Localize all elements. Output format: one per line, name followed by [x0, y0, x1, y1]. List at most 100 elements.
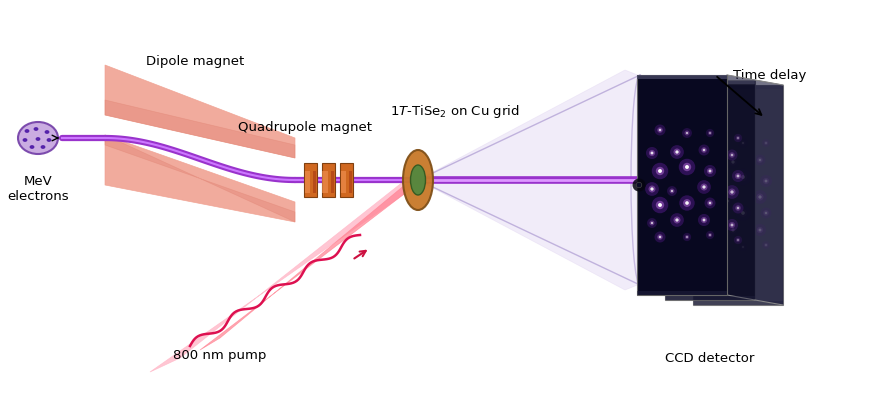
Ellipse shape — [740, 175, 744, 179]
Ellipse shape — [762, 210, 768, 216]
Ellipse shape — [684, 130, 688, 136]
Ellipse shape — [730, 224, 732, 226]
Ellipse shape — [648, 186, 655, 192]
Bar — [303, 163, 316, 197]
Ellipse shape — [682, 199, 690, 207]
Ellipse shape — [632, 178, 644, 192]
Text: Dipole magnet: Dipole magnet — [146, 56, 244, 68]
Bar — [665, 80, 754, 84]
Ellipse shape — [763, 141, 767, 145]
Ellipse shape — [713, 213, 717, 217]
Ellipse shape — [658, 129, 660, 131]
Ellipse shape — [676, 190, 683, 198]
Ellipse shape — [753, 224, 766, 236]
Ellipse shape — [685, 239, 690, 245]
Bar — [665, 296, 754, 300]
Ellipse shape — [678, 156, 680, 160]
Ellipse shape — [759, 208, 771, 218]
Polygon shape — [726, 75, 754, 300]
Ellipse shape — [756, 194, 763, 200]
Ellipse shape — [738, 138, 747, 148]
Text: Quadrupole magnet: Quadrupole magnet — [238, 122, 371, 134]
Bar — [637, 75, 726, 79]
Ellipse shape — [697, 150, 711, 164]
Ellipse shape — [703, 165, 716, 177]
Ellipse shape — [648, 150, 654, 156]
Bar — [637, 75, 726, 295]
Bar — [637, 291, 726, 295]
Ellipse shape — [730, 160, 734, 164]
Ellipse shape — [738, 173, 746, 181]
Ellipse shape — [670, 190, 673, 192]
Ellipse shape — [702, 218, 705, 222]
Ellipse shape — [47, 138, 51, 142]
Ellipse shape — [702, 149, 704, 151]
Ellipse shape — [759, 175, 771, 187]
Ellipse shape — [753, 154, 765, 166]
Ellipse shape — [650, 222, 652, 224]
Ellipse shape — [714, 139, 716, 141]
Ellipse shape — [649, 220, 654, 226]
Ellipse shape — [657, 127, 662, 133]
Ellipse shape — [756, 157, 762, 163]
Ellipse shape — [651, 163, 667, 179]
Ellipse shape — [740, 211, 744, 215]
Ellipse shape — [758, 195, 760, 199]
Ellipse shape — [725, 219, 738, 231]
Ellipse shape — [678, 227, 680, 229]
Ellipse shape — [33, 127, 39, 131]
Ellipse shape — [669, 188, 673, 194]
Ellipse shape — [734, 173, 740, 179]
Ellipse shape — [758, 159, 760, 161]
Ellipse shape — [762, 178, 768, 184]
Bar — [322, 171, 328, 193]
Ellipse shape — [683, 172, 691, 180]
Ellipse shape — [711, 211, 719, 219]
Polygon shape — [104, 135, 295, 222]
Ellipse shape — [706, 168, 712, 174]
Ellipse shape — [673, 216, 680, 224]
Ellipse shape — [697, 214, 709, 226]
Ellipse shape — [705, 129, 713, 137]
Ellipse shape — [712, 136, 716, 140]
Ellipse shape — [678, 192, 680, 196]
Ellipse shape — [712, 206, 716, 210]
Ellipse shape — [713, 179, 717, 183]
Ellipse shape — [709, 234, 710, 236]
Ellipse shape — [701, 222, 708, 228]
Ellipse shape — [711, 177, 719, 185]
Ellipse shape — [724, 198, 730, 204]
Ellipse shape — [738, 243, 746, 251]
Ellipse shape — [698, 195, 701, 197]
Ellipse shape — [681, 130, 693, 140]
Ellipse shape — [679, 168, 695, 184]
Bar — [692, 301, 782, 305]
Bar — [321, 163, 335, 197]
Ellipse shape — [677, 226, 681, 230]
Ellipse shape — [702, 157, 713, 169]
Ellipse shape — [752, 190, 766, 204]
Ellipse shape — [658, 203, 661, 207]
Ellipse shape — [761, 241, 769, 249]
Ellipse shape — [741, 246, 743, 248]
Ellipse shape — [646, 218, 656, 228]
Ellipse shape — [708, 202, 710, 204]
Ellipse shape — [702, 228, 712, 238]
Ellipse shape — [731, 202, 743, 214]
Ellipse shape — [673, 148, 680, 156]
Ellipse shape — [702, 155, 706, 159]
Bar — [313, 171, 315, 193]
Ellipse shape — [738, 209, 746, 217]
Ellipse shape — [674, 223, 684, 233]
Ellipse shape — [764, 142, 766, 144]
Ellipse shape — [674, 150, 678, 154]
Ellipse shape — [707, 207, 723, 223]
Ellipse shape — [740, 245, 745, 249]
Ellipse shape — [710, 168, 718, 176]
Ellipse shape — [674, 218, 678, 222]
Bar — [348, 171, 351, 193]
Ellipse shape — [402, 150, 433, 210]
Polygon shape — [418, 70, 649, 290]
Ellipse shape — [682, 163, 690, 171]
Ellipse shape — [700, 184, 707, 190]
